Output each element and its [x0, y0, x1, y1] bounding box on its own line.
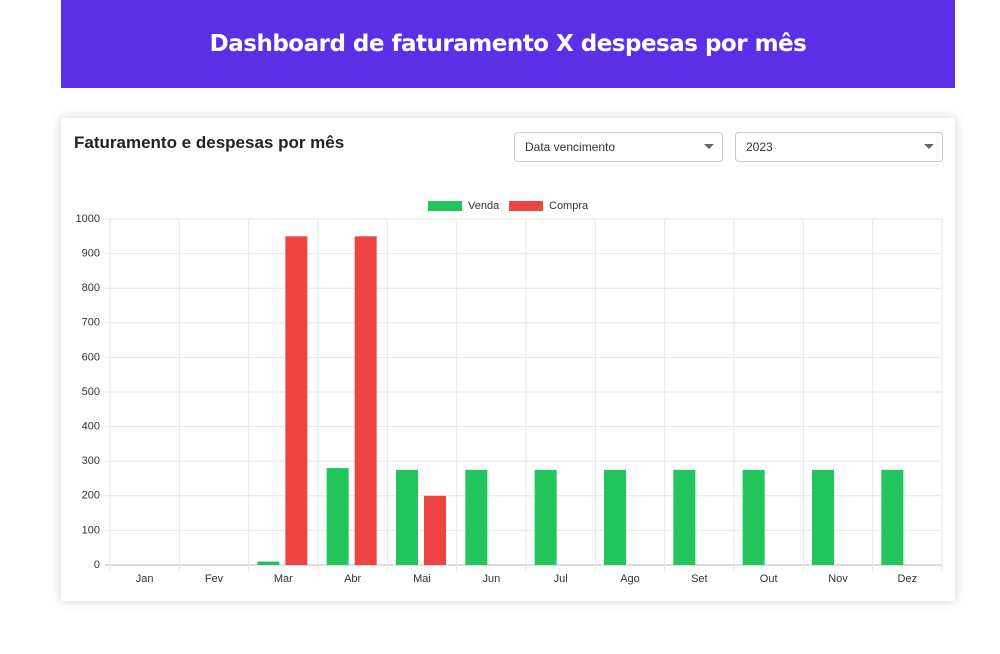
x-tick-label: Dez: [898, 573, 918, 585]
bar: [673, 469, 696, 565]
bar: [285, 236, 308, 566]
bar: [424, 495, 446, 565]
bar: [881, 469, 904, 565]
x-tick-label: Mai: [413, 573, 431, 585]
bar: [326, 468, 349, 565]
year-filter-value: 2023: [746, 140, 773, 154]
bar: [742, 469, 765, 565]
y-tick-label: 800: [82, 282, 100, 294]
y-tick-label: 700: [82, 317, 100, 329]
bar: [354, 236, 377, 566]
y-tick-label: 1000: [76, 213, 100, 225]
year-filter[interactable]: 2023: [735, 132, 943, 162]
date-filter[interactable]: Data vencimento: [514, 132, 723, 162]
y-tick-label: 400: [82, 421, 100, 433]
bar: [257, 561, 280, 565]
x-tick-label: Nov: [828, 573, 848, 585]
legend-swatch: [509, 201, 543, 211]
card-title: Faturamento e despesas por mês: [74, 133, 345, 152]
bar: [465, 469, 488, 565]
date-filter-value: Data vencimento: [525, 140, 616, 154]
x-tick-label: Jun: [482, 573, 500, 585]
bar: [604, 469, 626, 565]
y-tick-label: 900: [82, 248, 100, 260]
x-tick-label: Out: [760, 573, 778, 585]
card: Faturamento e despesas por mês Data venc…: [61, 118, 955, 601]
banner: Dashboard de faturamento X despesas por …: [61, 0, 955, 88]
chevron: [704, 144, 714, 149]
legend-label: Venda: [468, 200, 500, 212]
x-tick-label: Jan: [136, 573, 154, 585]
bar: [534, 469, 557, 565]
x-tick-label: Ago: [620, 573, 640, 585]
y-tick-label: 300: [82, 455, 100, 467]
y-tick-label: 500: [82, 386, 100, 398]
y-tick-label: 200: [82, 490, 100, 502]
x-tick-label: Jul: [554, 573, 568, 585]
x-tick-label: Mar: [274, 573, 293, 585]
page-title: Dashboard de faturamento X despesas por …: [209, 31, 807, 57]
y-tick-label: 600: [82, 351, 100, 363]
legend-label: Compra: [549, 200, 589, 212]
legend-swatch: [428, 201, 462, 211]
x-tick-label: Set: [691, 573, 708, 585]
x-tick-label: Abr: [344, 573, 361, 585]
y-tick-label: 0: [94, 559, 100, 571]
x-tick-label: Fev: [205, 573, 224, 585]
bar: [396, 469, 418, 565]
bar: [812, 469, 834, 565]
chevron: [924, 144, 934, 149]
y-tick-label: 100: [82, 524, 100, 536]
